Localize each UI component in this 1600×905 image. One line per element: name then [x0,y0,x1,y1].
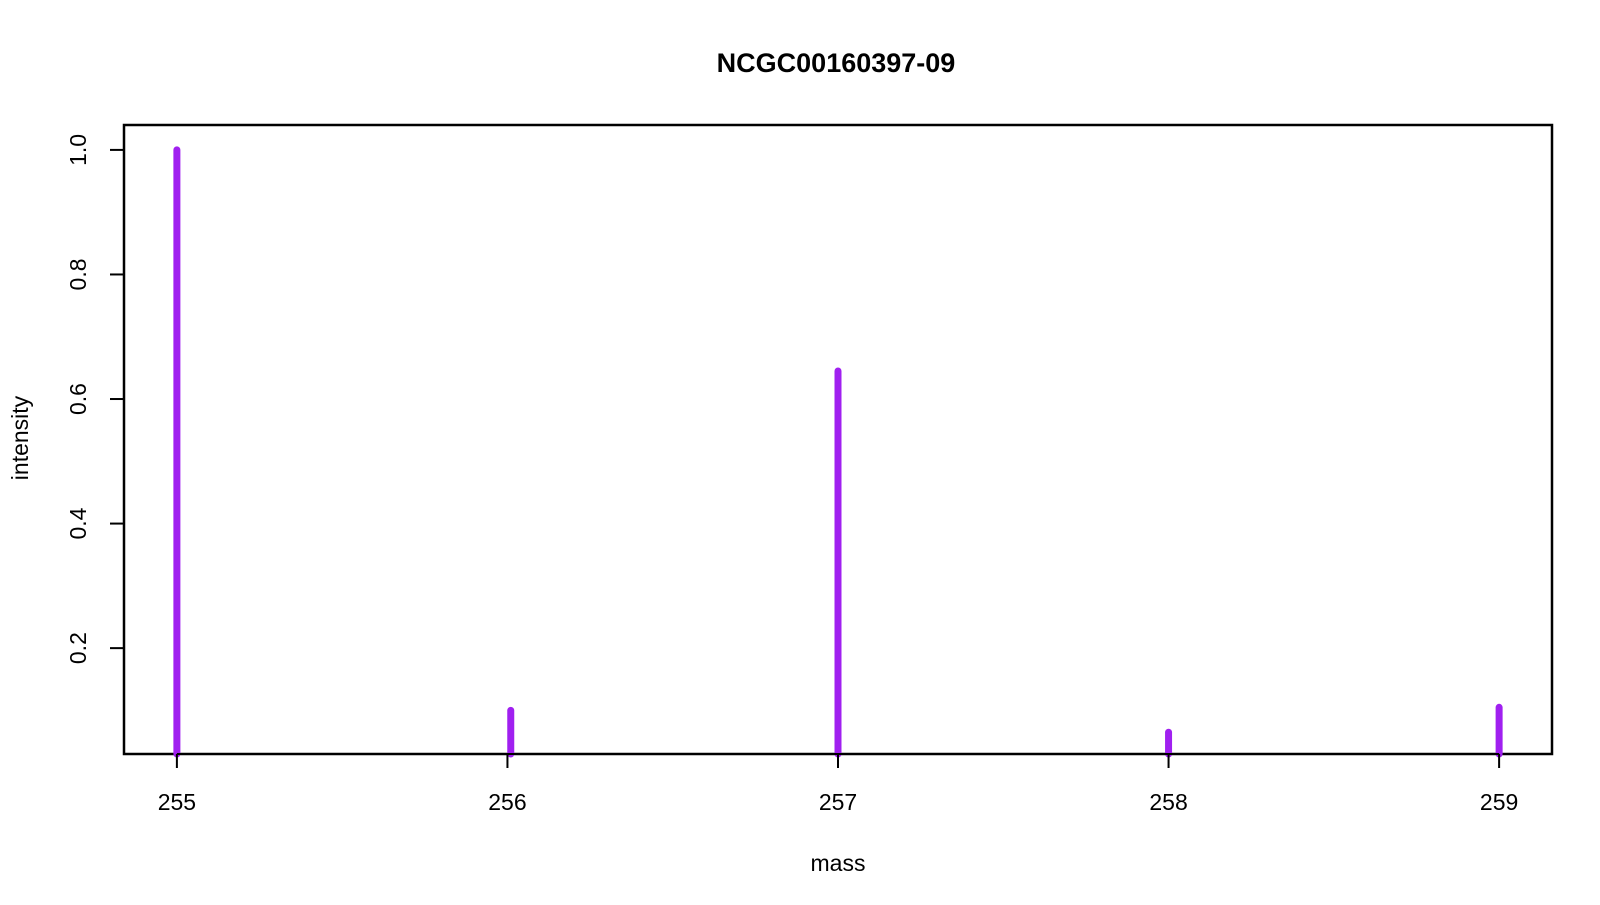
x-axis: 255 256 257 258 259 [158,753,1518,815]
stem-series [173,146,1503,758]
x-tick-label: 256 [488,789,526,815]
y-tick-label: 0.2 [65,632,91,664]
x-tick-label: 259 [1480,789,1518,815]
x-tick-label: 257 [819,789,857,815]
y-axis: 0.2 0.4 0.6 0.8 1.0 [65,134,125,664]
y-tick-label: 0.8 [65,258,91,290]
y-tick-label: 0.4 [65,507,91,539]
chart-title: NCGC00160397-09 [717,48,956,78]
y-axis-label: intensity [7,395,33,480]
x-tick-label: 258 [1149,789,1187,815]
x-tick-label: 255 [158,789,196,815]
y-tick-label: 1.0 [65,134,91,166]
y-tick-label: 0.6 [65,383,91,415]
x-axis-label: mass [811,850,866,876]
